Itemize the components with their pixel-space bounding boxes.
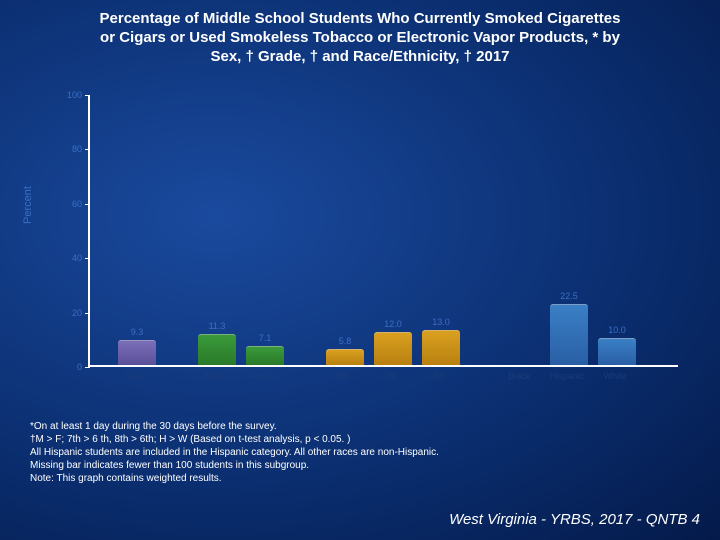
bar-slot: 22.5	[550, 304, 588, 365]
bar-slot: 7.1	[246, 346, 284, 365]
bar-value-label: 13.0	[432, 317, 450, 327]
bar: 10.0	[598, 338, 636, 365]
x-category-label: White	[596, 371, 634, 381]
x-category-label: 8th	[420, 371, 458, 381]
bar-slot: 12.0	[374, 332, 412, 365]
bar: 5.8	[326, 349, 364, 365]
title-line-3: Sex, † Grade, † and Race/Ethnicity, † 20…	[40, 48, 680, 67]
bar: 7.1	[246, 346, 284, 365]
bar: 22.5	[550, 304, 588, 365]
x-category-label: Black	[500, 371, 538, 381]
bar-slot: 5.8	[326, 349, 364, 365]
bar: 9.3	[118, 340, 156, 365]
bar-slot: 11.3	[198, 334, 236, 365]
x-category-label: 7th	[372, 371, 410, 381]
bar-value-label: 7.1	[259, 333, 272, 343]
title-line-1: Percentage of Middle School Students Who…	[40, 10, 680, 29]
y-axis-label: Percent	[22, 186, 34, 224]
bar-value-label: 22.5	[560, 291, 578, 301]
y-tick-label: 100	[67, 90, 82, 100]
bar-value-label: 11.3	[209, 321, 226, 331]
bar-chart: Percent 9.311.37.15.812.013.022.510.0 To…	[58, 95, 678, 390]
footnote-line: †M > F; 7th > 6 th, 8th > 6th; H > W (Ba…	[30, 433, 690, 446]
bar: 11.3	[198, 334, 236, 365]
bars-container: 9.3 11.3 7.1 5.8 12.0 13.0 22.5 10.0	[90, 95, 678, 365]
x-category-label: Male	[196, 371, 234, 381]
x-labels-container: Total Male Female 6th 7th 8th Black Hispanic Whi…	[88, 371, 678, 381]
y-tick-label: 80	[72, 144, 82, 154]
plot-area: 9.3 11.3 7.1 5.8 12.0 13.0 22.5 10.0	[88, 95, 678, 367]
bar-value-label: 5.8	[339, 336, 352, 346]
footnote-line: *On at least 1 day during the 30 days be…	[30, 420, 690, 433]
x-category-label: Hispanic	[548, 371, 586, 381]
bar-slot: 10.0	[598, 338, 636, 365]
source-citation: West Virginia - YRBS, 2017 - QNTB 4	[449, 511, 700, 528]
x-category-label: 6th	[324, 371, 362, 381]
chart-title: Percentage of Middle School Students Who…	[0, 0, 720, 70]
footnotes: *On at least 1 day during the 30 days be…	[30, 420, 690, 485]
bar: 13.0	[422, 330, 460, 365]
footnote-line: Note: This graph contains weighted resul…	[30, 472, 690, 485]
bar: 12.0	[374, 332, 412, 365]
footnote-line: Missing bar indicates fewer than 100 stu…	[30, 459, 690, 472]
bar-value-label: 10.0	[608, 325, 626, 335]
y-tick-label: 0	[77, 362, 82, 372]
x-category-label: Total	[116, 371, 154, 381]
title-line-2: or Cigars or Used Smokeless Tobacco or E…	[40, 29, 680, 48]
bar-slot: 13.0	[422, 330, 460, 365]
y-tick-label: 40	[72, 253, 82, 263]
footnote-line: All Hispanic students are included in th…	[30, 446, 690, 459]
y-tick-label: 60	[72, 199, 82, 209]
bar-slot: 9.3	[118, 340, 156, 365]
x-category-label: Female	[244, 371, 282, 381]
bar-value-label: 12.0	[384, 319, 402, 329]
y-tick-label: 20	[72, 308, 82, 318]
bar-value-label: 9.3	[131, 327, 144, 337]
